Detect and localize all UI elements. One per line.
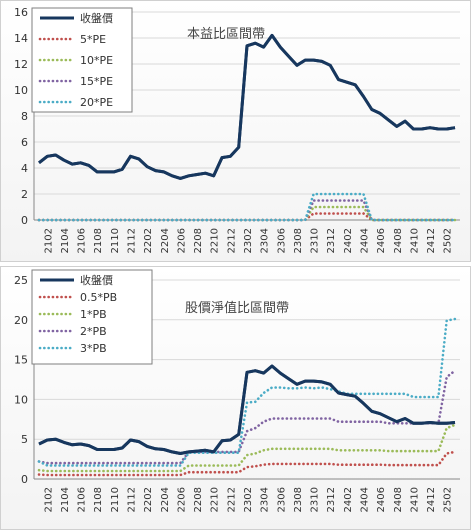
x-tick-label: 2202 <box>143 228 154 253</box>
series-line-2 <box>37 205 457 222</box>
x-tick-label: 2402 <box>343 228 354 253</box>
x-tick-label: 2312 <box>326 228 337 253</box>
x-tick-label: 2404 <box>359 228 370 253</box>
series-line-4 <box>37 317 457 467</box>
legend-label: 收盤價 <box>80 11 113 25</box>
series-line-2 <box>37 423 457 473</box>
x-tick-label: 2304 <box>260 487 271 512</box>
x-tick-label: 2108 <box>93 487 104 512</box>
x-tick-label: 2106 <box>77 228 88 253</box>
x-tick-label: 2110 <box>110 487 121 512</box>
legend-label: 0.5*PB <box>80 291 117 304</box>
x-tick-label: 2408 <box>393 487 404 512</box>
pb-band-chart: 0 5 10 15 20 25 2102 2104 2106 2108 2110 2112 2202 22… <box>14 269 460 512</box>
pb-band-chart-panel: 0 5 10 15 20 25 2102 2104 2106 2108 2110 2112 2202 22… <box>0 266 471 530</box>
legend-label: 5*PE <box>80 33 106 46</box>
y-tick-label: 14 <box>14 32 28 45</box>
legend-label: 1*PB <box>80 308 107 321</box>
y-tick-label: 2 <box>21 188 28 201</box>
legend-label: 2*PB <box>80 325 107 338</box>
x-tick-label: 2402 <box>343 487 354 512</box>
x-tick-label: 2210 <box>210 487 221 512</box>
x-tick-label: 2208 <box>193 487 204 512</box>
x-tick-label: 2306 <box>276 487 287 512</box>
x-tick-label: 2404 <box>359 487 370 512</box>
x-tick-label: 2102 <box>43 228 54 253</box>
x-tick-label: 2408 <box>393 228 404 253</box>
x-tick-label: 2108 <box>93 228 104 253</box>
x-tick-label: 2312 <box>326 487 337 512</box>
legend-label: 20*PE <box>80 96 113 109</box>
x-tick-label: 2208 <box>193 228 204 253</box>
x-tick-label: 2202 <box>143 487 154 512</box>
price-line <box>38 33 456 180</box>
x-tick-label: 2210 <box>210 228 221 253</box>
x-tick-label: 2112 <box>127 228 138 253</box>
x-tick-label: 2410 <box>409 228 420 253</box>
x-tick-label: 2302 <box>243 228 254 253</box>
x-tick-label: 2310 <box>310 487 321 512</box>
x-tick-label: 2502 <box>443 228 454 253</box>
x-tick-label: 2206 <box>176 487 187 512</box>
legend-label: 15*PE <box>80 75 113 88</box>
x-tick-label: 2212 <box>226 228 237 253</box>
x-tick-label: 2406 <box>376 487 387 512</box>
y-tick-label: 5 <box>21 433 28 446</box>
y-tick-label: 8 <box>21 110 28 123</box>
x-tick-label: 2306 <box>276 228 287 253</box>
y-tick-label: 4 <box>21 162 28 175</box>
legend-label: 10*PE <box>80 54 113 67</box>
legend-label: 收盤價 <box>80 273 113 287</box>
x-tick-label: 2110 <box>110 228 121 253</box>
x-tick-label: 2304 <box>260 228 271 253</box>
x-tick-label: 2412 <box>426 228 437 253</box>
chart-title: 股價淨值比區間帶 <box>185 300 289 316</box>
y-tick-label: 16 <box>14 6 28 19</box>
x-tick-label: 2204 <box>160 487 171 512</box>
pe-band-chart-panel: 0 2 4 6 8 10 12 14 16 2102 2104 2106 2108 2110 2112 220… <box>0 0 471 262</box>
x-tick-label: 2310 <box>310 228 321 253</box>
chart-title: 本益比區間帶 <box>187 27 265 42</box>
y-tick-label: 10 <box>14 393 28 406</box>
x-tick-label: 2212 <box>226 487 237 512</box>
y-tick-label: 20 <box>14 314 28 327</box>
series-line-1 <box>37 450 457 477</box>
x-tick-label: 2412 <box>426 487 437 512</box>
x-tick-label: 2406 <box>376 228 387 253</box>
legend-label: 3*PB <box>80 342 107 355</box>
price-line <box>38 364 456 455</box>
x-tick-label: 2102 <box>43 487 54 512</box>
x-tick-label: 2308 <box>293 228 304 253</box>
pe-band-chart: 0 2 4 6 8 10 12 14 16 2102 2104 2106 2108 2110 2112 220… <box>14 6 460 253</box>
y-tick-label: 0 <box>21 214 28 227</box>
x-tick-label: 2410 <box>409 487 420 512</box>
y-tick-label: 12 <box>14 58 28 71</box>
series-line-4 <box>37 192 457 222</box>
x-tick-label: 2204 <box>160 228 171 253</box>
x-tick-label: 2308 <box>293 487 304 512</box>
x-tick-label: 2112 <box>127 487 138 512</box>
y-tick-label: 6 <box>21 136 28 149</box>
series-line-3 <box>37 199 457 222</box>
y-tick-label: 15 <box>14 354 28 367</box>
series-line-3 <box>37 369 457 465</box>
x-tick-label: 2104 <box>60 228 71 253</box>
x-tick-label: 2104 <box>60 487 71 512</box>
x-tick-label: 2502 <box>443 487 454 512</box>
x-tick-label: 2106 <box>77 487 88 512</box>
x-tick-label: 2302 <box>243 487 254 512</box>
y-tick-label: 10 <box>14 84 28 97</box>
x-tick-label: 2206 <box>176 228 187 253</box>
y-tick-label: 0 <box>21 473 28 486</box>
y-tick-label: 25 <box>14 274 28 287</box>
